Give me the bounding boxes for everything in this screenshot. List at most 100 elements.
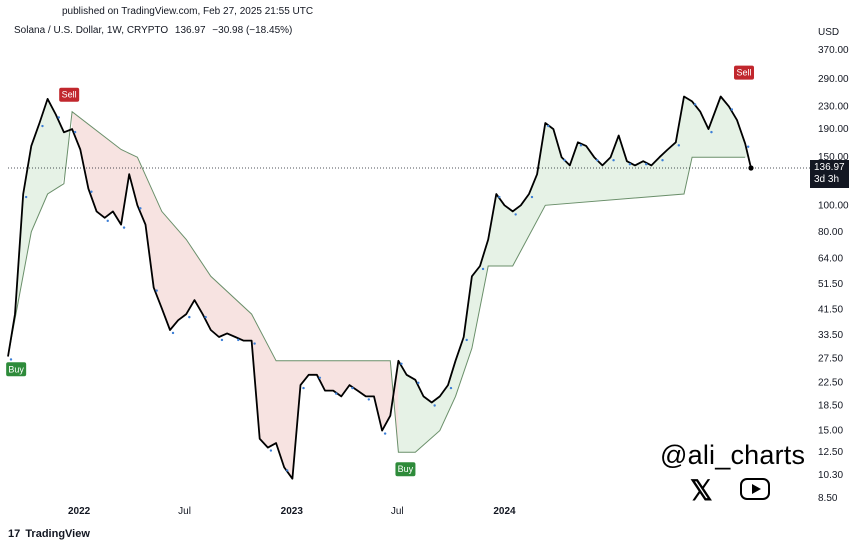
price-point-marker: [139, 207, 142, 210]
price-point-marker: [302, 386, 305, 390]
price-point-marker: [24, 195, 28, 199]
tradingview-mark-icon: 17: [8, 528, 21, 540]
price-point-marker: [710, 130, 713, 134]
tradingview-wordmark: TradingView: [25, 528, 90, 540]
price-point-marker: [237, 338, 240, 342]
last-price-value: 136.97: [814, 162, 845, 173]
price-point-marker: [367, 398, 371, 401]
price-point-marker: [433, 404, 436, 407]
price-point-marker: [693, 103, 697, 106]
x-tick-label: Jul: [178, 506, 191, 517]
sell-signal-badge: [734, 65, 755, 80]
price-point-marker: [563, 158, 566, 162]
price-point-marker: [220, 338, 224, 342]
signal-label: Buy: [398, 464, 414, 474]
y-tick-label: 18.50: [818, 401, 843, 412]
x-tick-label: 2023: [281, 506, 304, 517]
y-tick-label: 22.50: [818, 377, 843, 388]
price-point-marker: [253, 342, 256, 345]
price-point-marker: [90, 190, 93, 193]
sell-signal-badge: [59, 87, 80, 102]
price-point-marker: [449, 386, 453, 390]
uptrend-fill: [8, 101, 70, 357]
price-point-marker: [269, 449, 273, 452]
buy-signal-badge: [395, 462, 416, 477]
y-tick-label: 150.00: [818, 152, 849, 163]
price-point-marker: [498, 195, 501, 199]
y-tick-label: 290.00: [818, 74, 849, 85]
x-logo-icon: 𝕏: [690, 475, 713, 506]
y-tick-label: 100.00: [818, 200, 849, 211]
price-series-line: [7, 95, 752, 480]
buy-signal: Buy: [395, 462, 416, 477]
price-point-marker: [514, 213, 517, 216]
price-change: −30.98 (−18.45%): [212, 25, 293, 36]
price-point-marker: [596, 158, 599, 162]
y-tick-label: 12.50: [818, 447, 843, 458]
price-point-marker: [334, 392, 338, 395]
price-point-marker: [73, 130, 77, 134]
y-tick-label: 64.00: [818, 253, 843, 264]
price-point-marker: [9, 358, 13, 361]
price-point-marker: [286, 469, 289, 472]
price-point-marker: [122, 226, 126, 229]
x-tick-label: 2022: [68, 506, 91, 517]
youtube-icon: [740, 478, 770, 500]
y-tick-label: 33.50: [818, 330, 843, 341]
last-price-marker: [748, 165, 754, 171]
price-point-marker: [41, 124, 44, 128]
price-point-marker: [204, 315, 207, 319]
y-tick-label: 230.00: [818, 101, 849, 112]
symbol-name: Solana / U.S. Dollar, 1W, CRYPTO: [14, 25, 169, 36]
last-price-tag: 136.97 3d 3h: [810, 160, 849, 188]
price-point-marker: [188, 315, 191, 319]
signal-label: Sell: [736, 68, 751, 78]
signal-label: Sell: [62, 90, 77, 100]
downtrend-fill: [72, 111, 399, 479]
uptrend-fill: [398, 96, 750, 453]
y-tick-label: 370.00: [818, 45, 849, 56]
published-caption: published on TradingView.com, Feb 27, 20…: [62, 6, 314, 17]
watermark-handle: @ali_charts: [660, 440, 806, 470]
last-close: 136.97: [174, 25, 206, 36]
x-tick-label: 2024: [493, 506, 516, 517]
price-point-marker: [746, 145, 750, 148]
supertrend-band-line: [7, 110, 746, 453]
y-tick-label: 41.50: [818, 305, 843, 316]
price-point-marker: [661, 158, 664, 162]
sell-signal: Sell: [734, 65, 755, 80]
price-point-marker: [644, 163, 648, 166]
price-point-marker: [465, 338, 468, 342]
y-tick-label: 15.00: [818, 426, 843, 437]
price-point-marker: [530, 195, 534, 199]
sell-signal: Sell: [59, 87, 80, 102]
currency-label: USD: [818, 27, 840, 38]
buy-signal-badge: [6, 362, 27, 377]
price-point-marker: [612, 158, 615, 162]
y-tick-label: 51.50: [818, 279, 843, 290]
signal-label: Buy: [8, 364, 24, 374]
price-point-marker: [57, 116, 60, 119]
price-point-marker: [155, 289, 158, 292]
x-tick-label: Jul: [391, 506, 404, 517]
price-point-marker: [383, 432, 387, 435]
price-point-marker: [730, 108, 734, 111]
price-point-marker: [481, 267, 485, 271]
price-point-marker: [351, 386, 354, 390]
price-point-marker: [579, 144, 583, 147]
y-tick-label: 190.00: [818, 124, 849, 135]
y-tick-label: 80.00: [818, 227, 843, 238]
tradingview-logo: 17 TradingView: [8, 528, 90, 540]
y-tick-label: 8.50: [818, 493, 838, 504]
price-point-marker: [547, 124, 550, 128]
price-point-marker: [318, 376, 322, 379]
price-point-marker: [628, 163, 632, 166]
price-point-marker: [417, 381, 420, 385]
price-point-marker: [106, 219, 109, 223]
y-tick-label: 10.30: [818, 470, 843, 481]
price-point-marker: [171, 331, 175, 335]
price-point-marker: [677, 144, 681, 147]
y-tick-label: 27.50: [818, 354, 843, 365]
bar-countdown: 3d 3h: [814, 174, 840, 185]
